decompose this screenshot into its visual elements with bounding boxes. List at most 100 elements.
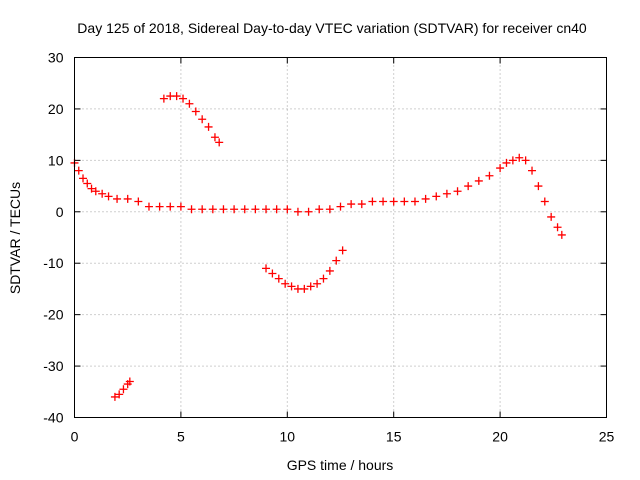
data-point — [368, 197, 377, 206]
data-point — [534, 182, 543, 191]
data-point — [319, 274, 328, 283]
data-point — [198, 115, 207, 124]
data-point — [268, 269, 277, 278]
x-tick-label: 5 — [177, 429, 185, 445]
data-point — [474, 176, 483, 185]
data-point — [79, 174, 88, 183]
data-point — [144, 202, 153, 211]
data-point — [389, 197, 398, 206]
data-point — [172, 92, 181, 101]
data-point — [336, 202, 345, 211]
data-point — [442, 189, 451, 198]
data-point — [421, 194, 430, 203]
data-point — [557, 230, 566, 239]
y-tick-label: 10 — [48, 152, 64, 168]
series-arc-upper — [159, 92, 224, 147]
data-point — [185, 99, 194, 108]
data-point — [262, 264, 271, 273]
plot-frame — [74, 57, 607, 418]
data-point — [98, 189, 107, 198]
series-arc-bottom — [110, 377, 134, 401]
x-tick-label: 15 — [386, 429, 402, 445]
data-point — [547, 212, 556, 221]
data-point — [179, 94, 188, 103]
y-tick-label: 30 — [48, 50, 64, 66]
data-point — [464, 182, 473, 191]
y-tick-label: 20 — [48, 101, 64, 117]
data-point — [123, 194, 132, 203]
data-point — [87, 184, 96, 193]
data-point — [251, 205, 260, 214]
data-point — [198, 205, 207, 214]
series-main-track — [70, 153, 566, 239]
x-axis-label: GPS time / hours — [287, 457, 394, 473]
y-tick-label: -10 — [43, 255, 63, 271]
grid — [74, 57, 607, 418]
data-point — [283, 205, 292, 214]
data-point — [400, 197, 409, 206]
data-point — [215, 138, 224, 147]
data-point — [300, 284, 309, 293]
data-point — [166, 202, 175, 211]
data-point — [155, 202, 164, 211]
data-point — [91, 187, 100, 196]
data-point — [453, 187, 462, 196]
data-point — [540, 197, 549, 206]
data-point — [204, 122, 213, 131]
data-point — [515, 153, 524, 162]
data-point — [325, 266, 334, 275]
data-point — [187, 205, 196, 214]
y-axis-label: SDTVAR / TECUs — [7, 182, 23, 294]
data-point — [119, 385, 128, 394]
data-point — [315, 205, 324, 214]
data-point — [83, 179, 92, 188]
data-point — [521, 156, 530, 165]
data-point — [287, 282, 296, 291]
data-point — [432, 192, 441, 201]
data-point — [110, 392, 119, 401]
data-point — [485, 171, 494, 180]
y-tick-label: -30 — [43, 358, 63, 374]
series-arc-lower — [262, 246, 347, 293]
data-point — [104, 192, 113, 201]
data-point — [159, 94, 168, 103]
data-point — [357, 200, 366, 209]
data-point — [508, 156, 517, 165]
data-point — [230, 205, 239, 214]
data-point — [332, 256, 341, 265]
data-point — [115, 390, 124, 399]
data-point — [306, 282, 315, 291]
data-point — [410, 197, 419, 206]
y-tick-label: -20 — [43, 307, 63, 323]
y-tick-label: 0 — [56, 204, 64, 220]
data-points — [70, 92, 566, 401]
data-point — [208, 205, 217, 214]
data-point — [347, 200, 356, 209]
data-point — [325, 205, 334, 214]
axis-ticks: 0 5 10 15 20 25 -40 -30 -20 -10 0 10 20 30 — [43, 50, 614, 445]
data-point — [553, 223, 562, 232]
data-point — [74, 166, 83, 175]
x-tick-label: 25 — [599, 429, 615, 445]
data-point — [210, 133, 219, 142]
data-point — [113, 194, 122, 203]
x-tick-label: 0 — [71, 429, 79, 445]
data-point — [293, 207, 302, 216]
x-tick-label: 10 — [280, 429, 296, 445]
y-tick-label: -40 — [43, 410, 63, 426]
data-point — [191, 107, 200, 116]
data-point — [502, 158, 511, 167]
data-point — [125, 377, 134, 386]
data-point — [134, 197, 143, 206]
data-point — [240, 205, 249, 214]
data-point — [281, 279, 290, 288]
data-point — [528, 166, 537, 175]
data-point — [176, 202, 185, 211]
data-point — [379, 197, 388, 206]
data-point — [313, 279, 322, 288]
data-point — [274, 274, 283, 283]
data-point — [219, 205, 228, 214]
chart-title: Day 125 of 2018, Sidereal Day-to-day VTE… — [77, 20, 587, 36]
data-point — [304, 207, 313, 216]
data-point — [338, 246, 347, 255]
